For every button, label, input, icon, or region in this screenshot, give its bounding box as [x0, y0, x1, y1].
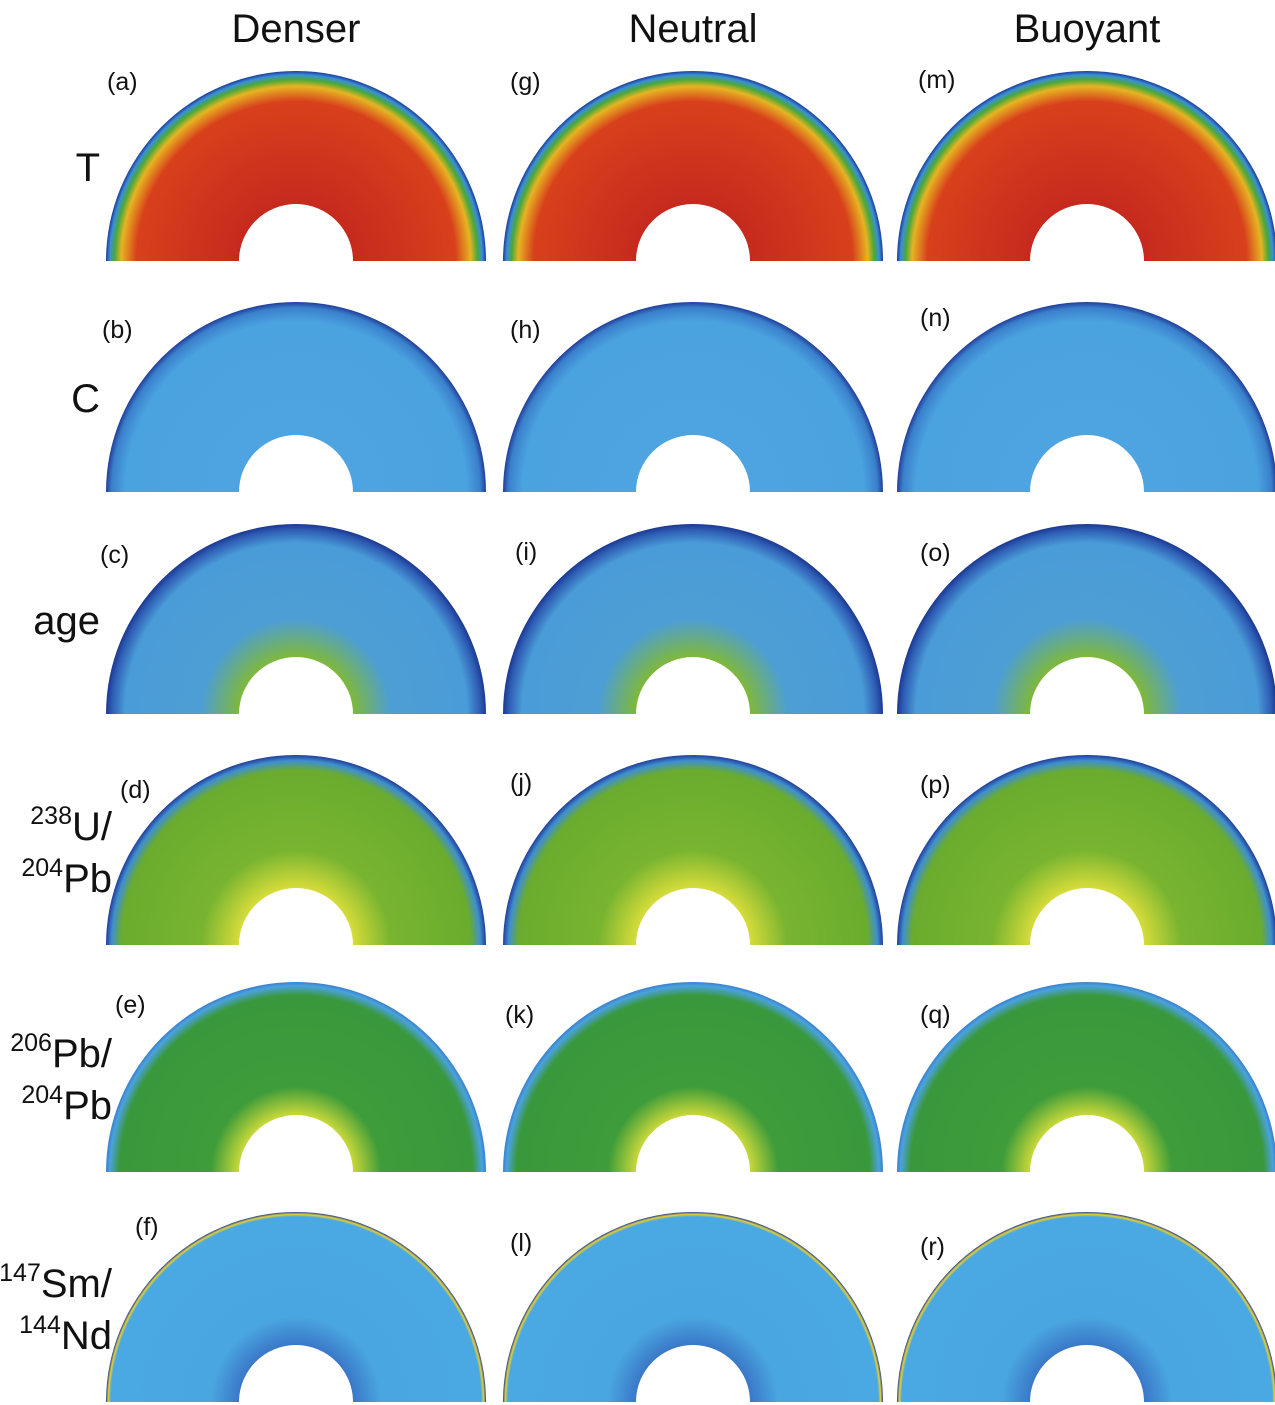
panel-label: (d): [120, 776, 151, 804]
row-label-text: Pb: [63, 857, 112, 901]
row-label-text: C: [71, 377, 100, 421]
row-label-superscript: 238: [30, 802, 72, 830]
panel-label: (f): [135, 1213, 159, 1241]
row-label: 204Pb: [21, 1081, 112, 1128]
annulus-field: [897, 982, 1275, 1172]
row-label-text: U/: [72, 805, 113, 849]
panel-label: (c): [100, 541, 129, 569]
row-label: 144Nd: [19, 1311, 112, 1358]
panel-label: (l): [510, 1229, 532, 1257]
row-label-text: age: [33, 599, 100, 643]
row-label: T: [76, 146, 100, 190]
annulus-field: [503, 302, 883, 492]
row-label: 147Sm/: [0, 1259, 113, 1306]
row-label-text: Nd: [61, 1314, 112, 1358]
panel-label: (r): [920, 1233, 945, 1261]
annulus-field: [503, 524, 883, 714]
row-label-text: Pb/: [52, 1032, 113, 1076]
annulus-field: [106, 302, 486, 492]
panel-label: (p): [920, 771, 951, 799]
panel-label: (m): [918, 66, 955, 94]
row-label-superscript: 144: [19, 1311, 61, 1339]
panel-label: (n): [920, 304, 951, 332]
row-label-text: T: [76, 146, 100, 190]
annulus-field: [503, 71, 883, 261]
column-title: Buoyant: [1014, 7, 1161, 51]
row-label-text: Pb: [63, 1084, 112, 1128]
annulus-field: [106, 71, 486, 261]
annulus-field: [106, 1212, 486, 1402]
panel-label: (j): [510, 769, 532, 797]
column-title: Neutral: [629, 7, 758, 51]
panel-label: (k): [505, 1001, 534, 1029]
annulus-field: [106, 755, 486, 945]
annulus-field: [897, 755, 1275, 945]
panel-label: (e): [115, 991, 146, 1019]
row-label: 206Pb/: [10, 1029, 113, 1076]
column-title: Denser: [232, 7, 361, 51]
row-label-superscript: 147: [0, 1259, 41, 1287]
annulus-field: [897, 524, 1275, 714]
row-label: 238U/: [30, 802, 113, 849]
annulus-field: [503, 1212, 883, 1402]
panel-label: (g): [510, 68, 541, 96]
annulus-field: [106, 524, 486, 714]
annulus-field: [106, 982, 486, 1172]
row-label-text: Sm/: [41, 1262, 113, 1306]
row-label: 204Pb: [21, 854, 112, 901]
annulus-field: [897, 302, 1275, 492]
panel-label: (h): [510, 316, 541, 344]
panel-label: (i): [515, 538, 537, 566]
row-label: age: [33, 599, 100, 643]
annulus-field: [897, 71, 1275, 261]
annulus-field: [503, 982, 883, 1172]
annulus-field: [503, 755, 883, 945]
panel-label: (q): [920, 1001, 951, 1029]
panel-label: (a): [107, 68, 138, 96]
panel-label: (o): [920, 539, 951, 567]
row-label-superscript: 204: [21, 854, 63, 882]
row-label-superscript: 204: [21, 1081, 63, 1109]
panel-label: (b): [102, 316, 133, 344]
row-label-superscript: 206: [10, 1029, 52, 1057]
annulus-field: [897, 1212, 1275, 1402]
row-label: C: [71, 377, 100, 421]
